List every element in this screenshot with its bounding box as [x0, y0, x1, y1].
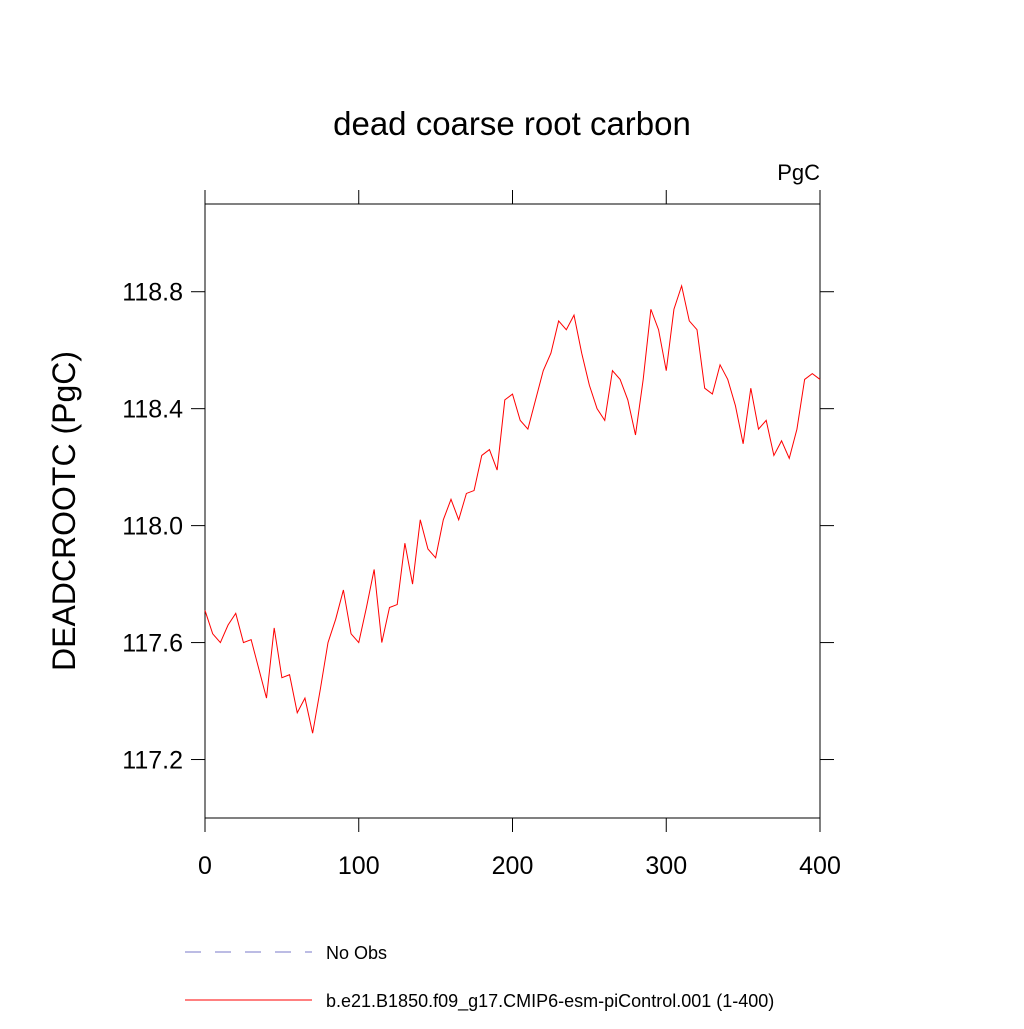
plot-frame [204, 203, 821, 819]
legend-label: b.e21.B1850.f09_g17.CMIP6-esm-piControl.… [326, 991, 774, 1012]
y-tick-label: 117.2 [122, 747, 183, 775]
data-line [204, 283, 821, 734]
y-tick-label: 118.0 [122, 513, 183, 541]
x-tick-label: 200 [492, 852, 534, 880]
y-tick-label: 118.4 [122, 396, 183, 424]
legend-label: No Obs [326, 943, 387, 963]
units-label: PgC [777, 160, 820, 185]
x-tick-label: 300 [645, 852, 687, 880]
x-tick-label: 100 [338, 852, 380, 880]
y-axis-label: DEADCROOTC (PgC) [46, 351, 82, 671]
x-tick-label: 400 [799, 852, 841, 880]
chart-title: dead coarse root carbon [333, 105, 691, 142]
y-tick-label: 117.6 [122, 630, 183, 658]
y-tick-label: 118.8 [122, 279, 183, 307]
x-tick-label: 0 [198, 852, 212, 880]
